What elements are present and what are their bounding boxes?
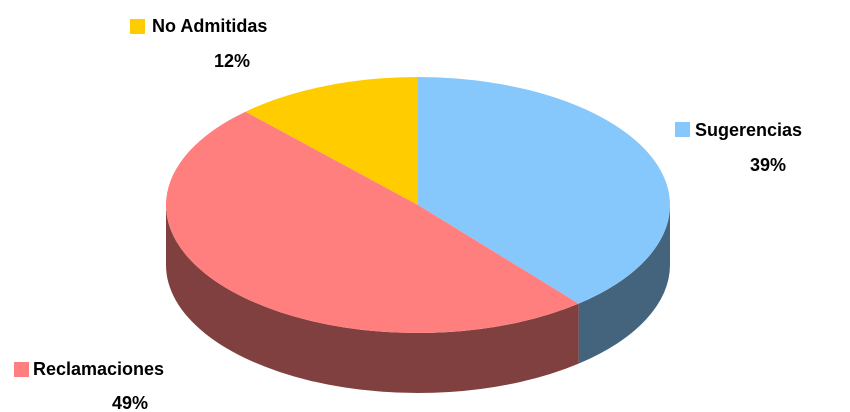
pie-slice	[245, 77, 418, 205]
pie-side	[578, 205, 670, 364]
slice-name: Sugerencias	[695, 120, 802, 140]
slice-percent: 49%	[112, 393, 148, 412]
slice-percent: 39%	[750, 155, 786, 175]
slice-name: No Admitidas	[152, 16, 267, 36]
legend-swatch	[14, 362, 29, 377]
pie-slice	[418, 77, 671, 304]
slice-percent: 12%	[214, 51, 250, 71]
legend-swatch	[130, 19, 145, 34]
legend-swatch	[675, 122, 690, 137]
pie-side	[166, 205, 579, 393]
slice-name: Reclamaciones	[33, 359, 164, 379]
pie-slice	[165, 111, 579, 334]
